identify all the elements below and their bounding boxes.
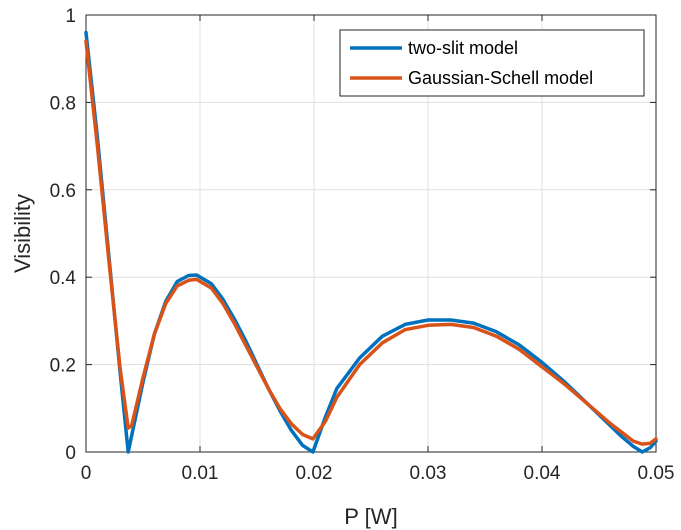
x-tick-label: 0.05 [638, 463, 675, 484]
legend-label-two-slit-model: two-slit model [408, 38, 518, 58]
axis-ticks: 0 0.01 0.02 0.03 0.04 0.05 0 0.2 0.4 0.6 0.8 1 [50, 6, 675, 484]
legend: two-slit model Gaussian-Schell model [339, 29, 645, 97]
y-tick-label: 0.6 [50, 181, 76, 202]
x-tick-label: 0.02 [296, 463, 333, 484]
y-tick-label: 0.8 [50, 93, 76, 114]
plot-area-frame [85, 14, 657, 453]
x-axis-label: P [W] [344, 504, 397, 529]
x-tick-label: 0.01 [182, 463, 219, 484]
x-tick-label: 0 [81, 463, 92, 484]
series-line-1 [84, 39, 658, 446]
x-tick-label: 0.04 [524, 463, 561, 484]
y-tick-label: 0 [65, 443, 76, 464]
y-tick-label: 1 [65, 6, 76, 27]
legend-box [339, 29, 645, 97]
y-tick-label: 0.2 [50, 356, 76, 377]
series-lines [84, 30, 658, 454]
legend-label-gaussian-schell-model: Gaussian-Schell model [408, 68, 593, 88]
y-axis-label: Visibility [10, 194, 35, 273]
x-tick-label: 0.03 [410, 463, 447, 484]
y-tick-label: 0.4 [50, 268, 77, 289]
